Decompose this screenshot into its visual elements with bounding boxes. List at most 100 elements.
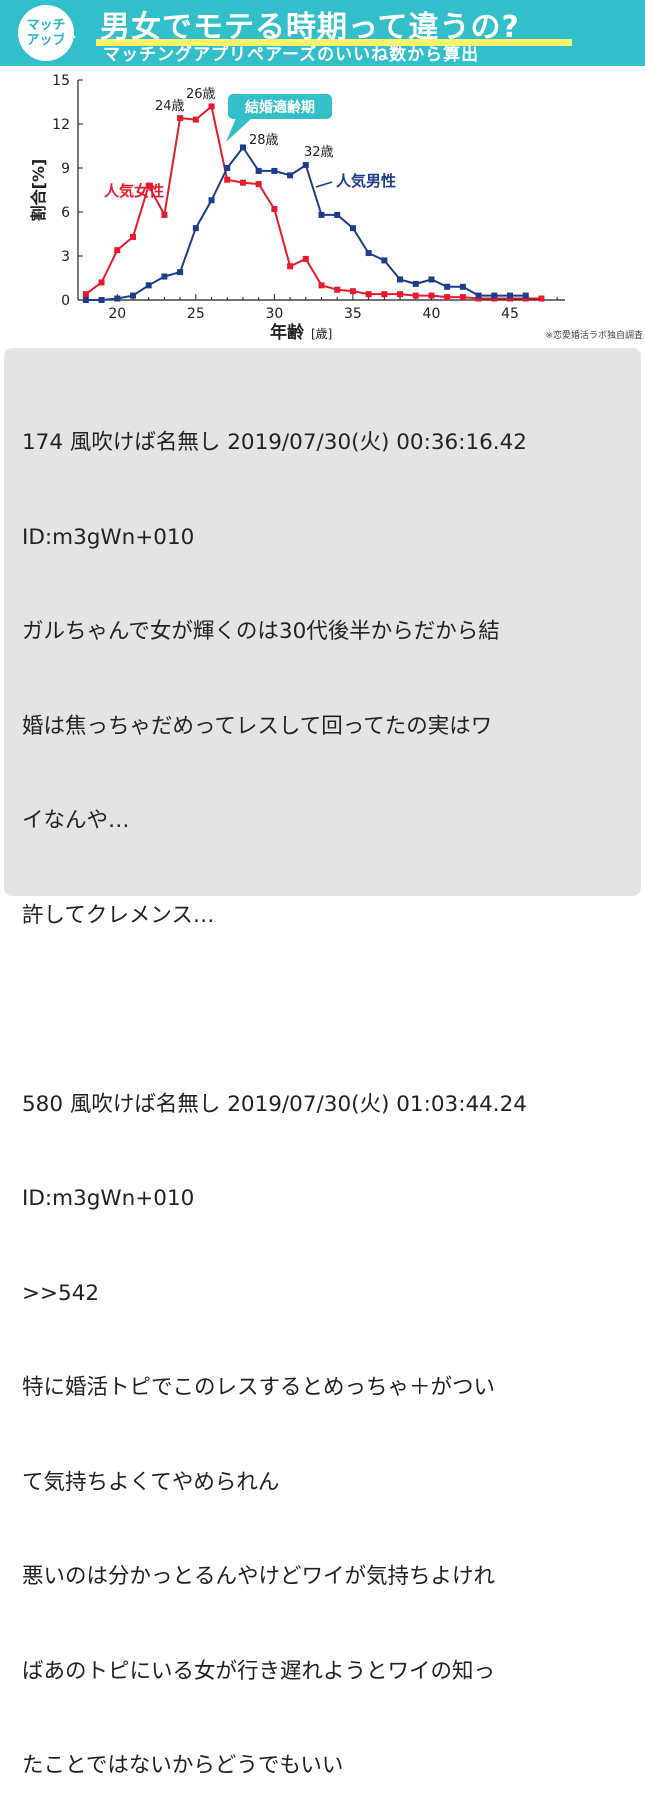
peak-label-32: 32歳 xyxy=(304,145,334,160)
post-line: ばあのトピにいる女が行き遅れようとワイの知っ xyxy=(22,1656,641,1688)
post-spacer xyxy=(22,994,641,1026)
data-point-female xyxy=(193,117,199,123)
x-tick-label: 45 xyxy=(501,306,519,322)
series-line-male xyxy=(86,148,526,301)
brand-badge-line1: マッチ xyxy=(26,18,65,33)
data-point-female xyxy=(271,206,277,212)
x-tick-label: 40 xyxy=(423,306,441,322)
page-subtitle: マッチングアプリペアーズのいいね数から算出 xyxy=(103,40,479,65)
data-point-female xyxy=(177,115,183,121)
data-point-female xyxy=(287,263,293,269)
data-point-female xyxy=(444,294,450,300)
data-point-male xyxy=(381,257,387,263)
post-line: ガルちゃんで女が輝くのは30代後半からだから結 xyxy=(22,616,641,648)
data-point-female xyxy=(334,287,340,293)
data-point-male xyxy=(114,296,120,302)
chart-container: 0 3 6 9 12 15 20 25 30 35 40 45 割合[%] 年齢 [歳] ※恋愛婚活ラボ独自調… xyxy=(0,66,645,344)
data-point-male xyxy=(350,225,356,231)
line-chart: 0 3 6 9 12 15 20 25 30 35 40 45 割合[%] 年齢 [歳] ※恋愛婚活ラボ独自調… xyxy=(0,66,645,344)
data-point-female xyxy=(460,294,466,300)
data-point-male xyxy=(507,293,513,299)
data-point-male xyxy=(209,197,215,203)
x-axis-unit: [歳] xyxy=(311,327,332,341)
data-point-male xyxy=(476,293,482,299)
data-point-male xyxy=(130,293,136,299)
source-note: ※恋愛婚活ラボ独自調査 xyxy=(545,329,643,341)
post-header: 580 風吹けば名無し 2019/07/30(火) 01:03:44.24 xyxy=(22,1089,641,1121)
y-tick-label: 9 xyxy=(61,161,70,177)
data-point-female xyxy=(303,256,309,262)
data-point-male xyxy=(413,281,419,287)
post-line: 婚は焦っちゃだめってレスして回ってたの実はワ xyxy=(22,711,641,743)
data-point-male xyxy=(287,172,293,178)
peak-label-26: 26歳 xyxy=(186,87,216,102)
x-tick-label: 35 xyxy=(344,306,362,322)
data-point-female xyxy=(209,103,215,109)
data-point-male xyxy=(271,168,277,174)
data-point-male xyxy=(193,225,199,231)
post-line: て気持ちよくてやめられん xyxy=(22,1467,641,1499)
data-point-male xyxy=(240,144,246,150)
y-tick-label: 12 xyxy=(52,117,70,133)
post-panel: 174 風吹けば名無し 2019/07/30(火) 00:36:16.42 ID… xyxy=(4,348,641,896)
post-line: 許してクレメンス… xyxy=(22,900,641,932)
data-point-male xyxy=(523,293,529,299)
x-axis-label: 年齢 xyxy=(270,322,305,343)
post-line: イなんや… xyxy=(22,805,641,837)
header-banner: マッチ アップ 男女でモテる時期って違うの? マッチングアプリペアーズのいいね数… xyxy=(0,0,645,66)
post-id: ID:m3gWn+010 xyxy=(22,522,641,554)
post-1: 174 風吹けば名無し 2019/07/30(火) 00:36:16.42 ID… xyxy=(22,364,641,994)
data-point-female xyxy=(240,180,246,186)
data-point-female xyxy=(256,181,262,187)
reply-anchor-link[interactable]: >>542 xyxy=(22,1278,641,1310)
data-point-male xyxy=(83,297,89,303)
post-line: たことではないからどうでもいい xyxy=(22,1750,641,1782)
data-point-male xyxy=(256,168,262,174)
post-line: 悪いのは分かっとるんやけどワイが気持ちよけれ xyxy=(22,1561,641,1593)
data-point-female xyxy=(99,279,105,285)
badge-tail-shape xyxy=(64,30,76,44)
data-point-female xyxy=(83,291,89,297)
data-point-male xyxy=(444,284,450,290)
data-point-female xyxy=(319,282,325,288)
data-point-male xyxy=(177,269,183,275)
data-point-female xyxy=(381,291,387,297)
brand-badge-line2: アップ xyxy=(26,33,65,48)
data-point-female xyxy=(397,291,403,297)
post-id: ID:m3gWn+010 xyxy=(22,1183,641,1215)
y-tick-label: 0 xyxy=(61,293,70,309)
data-point-male xyxy=(146,282,152,288)
x-tick-label: 30 xyxy=(265,306,283,322)
series-line-female xyxy=(86,106,542,298)
data-point-female xyxy=(130,234,136,240)
legend-label-female: 人気女性 xyxy=(104,182,164,200)
x-tick-label: 25 xyxy=(187,306,205,322)
data-point-male xyxy=(161,274,167,280)
data-point-female xyxy=(114,247,120,253)
data-point-female xyxy=(428,293,434,299)
data-point-male xyxy=(428,276,434,282)
data-point-female xyxy=(224,177,230,183)
y-tick-label: 6 xyxy=(61,205,70,221)
data-point-male xyxy=(334,212,340,218)
peak-label-28: 28歳 xyxy=(249,133,279,148)
callout-text: 結婚適齢期 xyxy=(245,99,315,116)
y-tick-label: 15 xyxy=(52,73,70,89)
data-point-female xyxy=(413,293,419,299)
y-axis-label: 割合[%] xyxy=(29,159,48,222)
post-line: 特に婚活トピでこのレスするとめっちゃ＋がつい xyxy=(22,1372,641,1404)
data-point-female xyxy=(161,212,167,218)
data-point-female xyxy=(350,288,356,294)
y-tick-label: 3 xyxy=(61,249,70,265)
data-point-male xyxy=(366,250,372,256)
x-tick-label: 20 xyxy=(108,306,126,322)
legend-leader-male xyxy=(316,182,332,187)
peak-label-24: 24歳 xyxy=(155,99,185,114)
data-point-male xyxy=(491,293,497,299)
data-point-female xyxy=(366,291,372,297)
data-point-female xyxy=(538,296,544,302)
data-point-male xyxy=(99,297,105,303)
post-header: 174 風吹けば名無し 2019/07/30(火) 00:36:16.42 xyxy=(22,427,641,459)
legend-label-male: 人気男性 xyxy=(336,172,396,190)
post-2: 580 風吹けば名無し 2019/07/30(火) 01:03:44.24 ID… xyxy=(22,1026,641,1808)
